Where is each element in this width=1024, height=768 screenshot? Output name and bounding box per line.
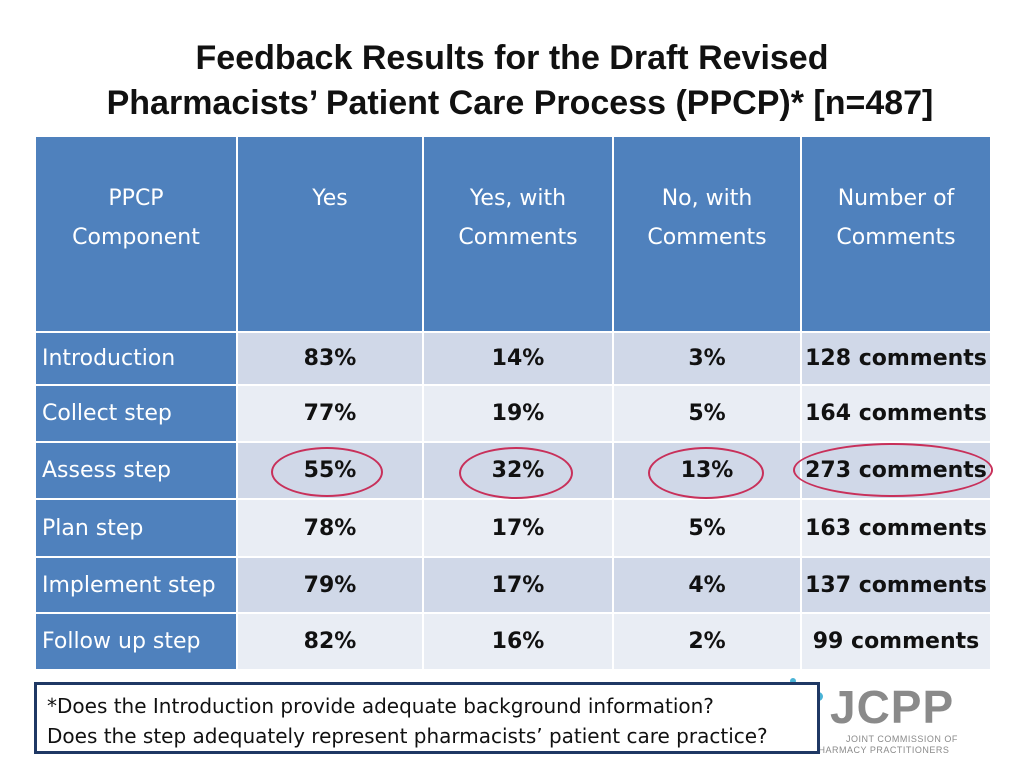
cell-no-with: 2%: [612, 612, 802, 671]
row-label: Follow up step: [34, 612, 238, 671]
row-label: Introduction: [34, 331, 238, 386]
logo-subtitle-line-1: JOINT COMMISSION OF: [846, 734, 958, 744]
cell-no-with: 5%: [612, 498, 802, 558]
row-label: Implement step: [34, 556, 238, 614]
table-row: Follow up step 82% 16% 2% 99 comments: [34, 612, 992, 671]
header-no-with-comments: No, with Comments: [612, 135, 802, 333]
cell-yes-with: 17%: [422, 498, 614, 558]
jcpp-logo: JCPP JOINT COMMISSION OF PHARMACY PRACTI…: [790, 672, 990, 762]
table-row: Plan step 78% 17% 5% 163 comments: [34, 498, 992, 558]
title-line-1: Feedback Results for the Draft Revised: [195, 39, 829, 77]
cell-yes-with: 19%: [422, 384, 614, 443]
cell-comments: 273 comments: [800, 441, 992, 500]
cell-yes-with: 32%: [422, 441, 614, 500]
cell-comments: 164 comments: [800, 384, 992, 443]
cell-no-with: 4%: [612, 556, 802, 614]
table-row: Collect step 77% 19% 5% 164 comments: [34, 384, 992, 443]
table-header-row: PPCP Component Yes Yes, with Comments No, …: [34, 135, 992, 333]
slide-title: Feedback Results for the Draft Revised P…: [0, 36, 1024, 126]
footnote-line-2: Does the step adequately represent pharm…: [47, 724, 768, 748]
header-yes-with-comments: Yes, with Comments: [422, 135, 614, 333]
row-label: Collect step: [34, 384, 238, 443]
title-line-2: Pharmacists’ Patient Care Process (PPCP)…: [106, 84, 934, 122]
cell-no-with: 5%: [612, 384, 802, 443]
cell-comments: 128 comments: [800, 331, 992, 386]
logo-subtitle-line-2: PHARMACY PRACTITIONERS: [812, 745, 950, 755]
cell-yes: 55%: [236, 441, 424, 500]
row-label: Plan step: [34, 498, 238, 558]
cell-comments: 163 comments: [800, 498, 992, 558]
table-row: Implement step 79% 17% 4% 137 comments: [34, 556, 992, 614]
cell-yes: 83%: [236, 331, 424, 386]
cell-yes: 77%: [236, 384, 424, 443]
table-row: Assess step 55% 32% 13% 273 comments: [34, 441, 992, 500]
cell-comments: 99 comments: [800, 612, 992, 671]
cell-yes: 78%: [236, 498, 424, 558]
cell-yes: 79%: [236, 556, 424, 614]
cell-comments: 137 comments: [800, 556, 992, 614]
cell-no-with: 3%: [612, 331, 802, 386]
logo-subtitle: JOINT COMMISSION OF PHARMACY PRACTITIONE…: [812, 734, 982, 756]
logo-mark: JCPP: [830, 681, 955, 733]
cell-yes-with: 14%: [422, 331, 614, 386]
cell-yes-with: 16%: [422, 612, 614, 671]
results-table: PPCP Component Yes Yes, with Comments No, …: [34, 135, 992, 671]
header-yes: Yes: [236, 135, 424, 333]
logo-dot: [790, 678, 796, 684]
cell-yes-with: 17%: [422, 556, 614, 614]
footnote-box: *Does the Introduction provide adequate …: [34, 682, 820, 754]
header-ppcp-component: PPCP Component: [34, 135, 238, 333]
cell-no-with: 13%: [612, 441, 802, 500]
cell-yes: 82%: [236, 612, 424, 671]
table-row: Introduction 83% 14% 3% 128 comments: [34, 331, 992, 386]
header-number-of-comments: Number of Comments: [800, 135, 992, 333]
row-label: Assess step: [34, 441, 238, 500]
footnote-line-1: *Does the Introduction provide adequate …: [47, 694, 714, 718]
